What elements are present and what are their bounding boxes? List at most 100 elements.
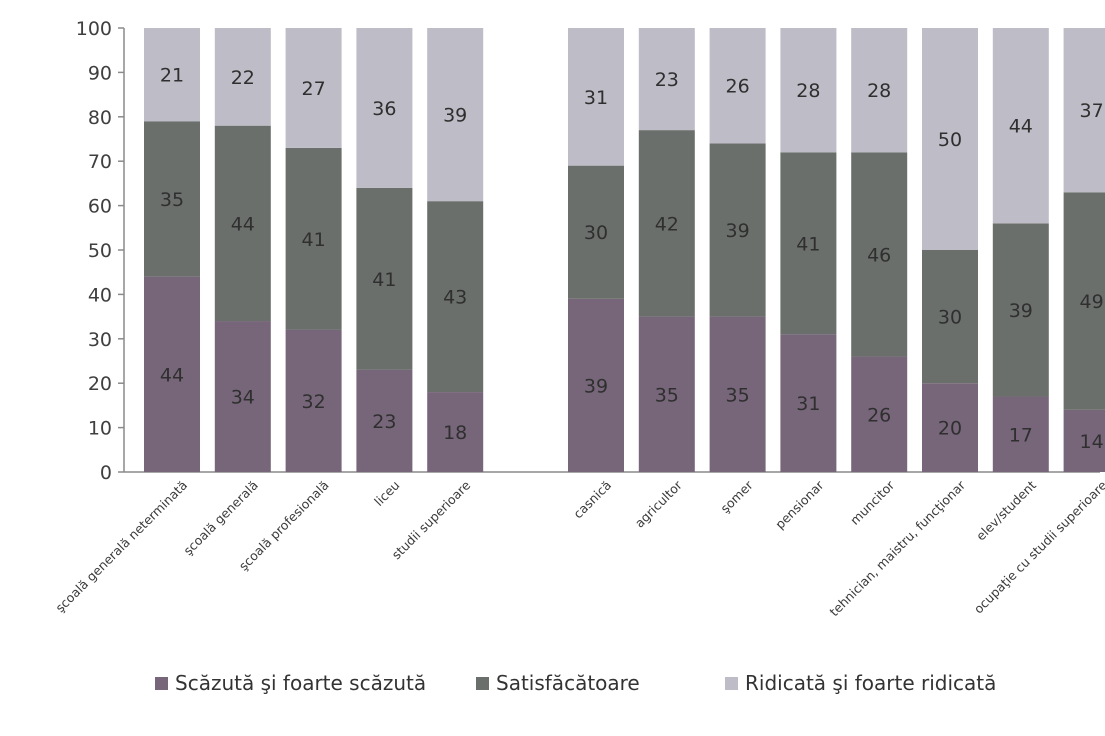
bar-segment: [568, 28, 624, 166]
data-label: 41: [302, 229, 326, 251]
bar-segment: [1063, 28, 1105, 193]
x-category-label: liceu: [371, 478, 402, 509]
bar-segment: [709, 316, 766, 472]
y-tick-label: 0: [100, 462, 112, 484]
bar-segment: [992, 396, 1049, 472]
data-label: 37: [1080, 100, 1104, 122]
bar-segment: [638, 28, 695, 131]
bar-segment: [780, 334, 837, 472]
data-label: 32: [302, 391, 326, 413]
bar-segment: [709, 143, 766, 317]
bar-segment: [922, 383, 978, 472]
data-label: 18: [443, 422, 467, 444]
y-tick-label: 60: [88, 196, 112, 218]
data-label: 39: [584, 375, 608, 397]
bar-segment: [356, 369, 413, 472]
bar-segment: [356, 28, 413, 188]
data-label: 44: [231, 213, 255, 235]
data-label: 26: [867, 404, 891, 426]
data-label: 31: [584, 87, 608, 109]
data-label: 26: [726, 76, 750, 98]
x-category-label: şcoală generală: [180, 478, 261, 559]
bar-segment: [992, 28, 1049, 224]
bar-segment: [427, 201, 484, 393]
data-label: 20: [938, 418, 962, 440]
data-label: 43: [443, 287, 467, 309]
bar-segment: [851, 152, 908, 357]
x-category-label: agricultor: [632, 477, 686, 531]
bar-segment: [144, 276, 200, 472]
data-label: 28: [867, 80, 891, 102]
data-label: 50: [938, 129, 962, 151]
y-tick-label: 80: [88, 107, 112, 129]
legend-entry-label: Scăzută şi foarte scăzută: [175, 671, 426, 695]
data-label: 44: [160, 364, 184, 386]
data-label: 49: [1080, 291, 1104, 313]
data-label: 27: [302, 78, 326, 100]
data-label: 17: [1009, 424, 1033, 446]
legend-swatch: [155, 677, 168, 690]
x-category-label: casnică: [570, 478, 614, 522]
bar-segment: [638, 130, 695, 317]
data-label: 35: [726, 384, 750, 406]
legend-entry-label: Satisfăcătoare: [496, 671, 640, 695]
bar-segment: [1063, 192, 1105, 410]
data-label: 34: [231, 387, 255, 409]
data-label: 14: [1080, 431, 1104, 453]
x-category-label: studii superioare: [389, 477, 474, 562]
y-tick-label: 100: [76, 18, 112, 40]
bar-segment: [214, 321, 271, 472]
bar-segment: [568, 298, 624, 472]
data-label: 28: [796, 80, 820, 102]
x-category-label: elev/student: [973, 477, 1039, 543]
bar-segment: [427, 28, 484, 202]
bar-segment: [427, 392, 484, 472]
x-category-label: ocupaţie cu studii superioare: [971, 477, 1105, 616]
data-label: 39: [1009, 300, 1033, 322]
x-category-label: tehnician, maistru, funcţionar: [826, 477, 968, 619]
bar-segment: [851, 356, 908, 472]
data-label: 30: [938, 307, 962, 329]
data-label: 35: [655, 384, 679, 406]
legend: Scăzută şi foarte scăzută Satisfăcătoare R…: [155, 671, 996, 695]
data-label: 42: [655, 213, 679, 235]
data-label: 41: [796, 233, 820, 255]
x-category-label: şcoală generală neterminată: [52, 478, 190, 616]
x-category-label: muncitor: [847, 477, 898, 528]
y-tick-label: 70: [88, 151, 112, 173]
data-label: 41: [372, 269, 396, 291]
bar-segment: [214, 28, 271, 126]
bar-segment: [638, 316, 695, 472]
bar-segment: [285, 147, 342, 330]
data-label: 44: [1009, 116, 1033, 138]
bar-segment: [992, 223, 1049, 397]
data-label: 39: [726, 220, 750, 242]
legend-swatch: [725, 677, 738, 690]
legend-entry-label: Ridicată şi foarte ridicată: [745, 671, 996, 695]
bar-segment: [780, 152, 837, 335]
bar-segment: [1063, 409, 1105, 472]
data-label: 30: [584, 222, 608, 244]
y-tick-label: 90: [88, 62, 112, 84]
axis-layer: 0 10 20 30 40 50 60 70 80 90 100: [76, 18, 1100, 484]
legend-swatch: [476, 677, 489, 690]
bar-segment: [780, 28, 837, 153]
bar-segment: [709, 28, 766, 144]
bar-segment: [922, 28, 978, 250]
data-label: 23: [372, 411, 396, 433]
x-category-label: pensionar: [772, 477, 827, 532]
data-label: 21: [160, 65, 184, 87]
data-label: 23: [655, 69, 679, 91]
data-label: 35: [160, 189, 184, 211]
y-tick-label: 50: [88, 240, 112, 262]
data-label: 46: [867, 244, 891, 266]
data-label: 36: [372, 98, 396, 120]
y-tick-label: 20: [88, 373, 112, 395]
data-label: 31: [796, 393, 820, 415]
bar-segment: [144, 28, 200, 122]
bar-segment: [851, 28, 908, 153]
data-label: 39: [443, 105, 467, 127]
y-tick-label: 40: [88, 284, 112, 306]
